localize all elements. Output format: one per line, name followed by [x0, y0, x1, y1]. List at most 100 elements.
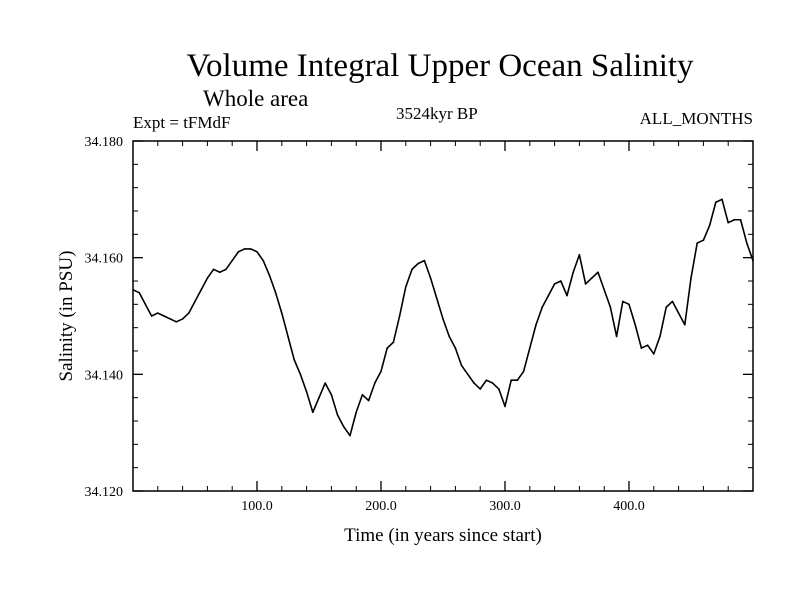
y-tick-label: 34.120: [85, 485, 124, 500]
data-point: [628, 303, 630, 306]
data-point: [436, 297, 438, 300]
data-point: [293, 358, 296, 361]
data-point: [566, 294, 568, 297]
data-point: [361, 393, 364, 396]
data-point: [343, 426, 345, 428]
axis-tick-labels: 100.0 200.0 300.0 400.0 34.120 34.140 34.160 34…: [85, 135, 645, 514]
data-point: [305, 391, 308, 393]
data-point: [479, 388, 482, 390]
data-point: [374, 382, 376, 384]
data-points: [132, 198, 754, 437]
data-point: [237, 251, 240, 253]
data-point: [392, 341, 395, 344]
months-label: ALL_MONTHS: [639, 109, 753, 128]
data-point: [386, 347, 389, 349]
data-point: [188, 312, 190, 314]
data-point: [603, 288, 605, 291]
data-point: [132, 288, 134, 291]
y-tick-label: 34.180: [85, 135, 124, 150]
data-point: [715, 201, 717, 204]
data-point: [690, 277, 692, 279]
data-point: [727, 221, 729, 224]
plot-frame: [132, 140, 754, 492]
data-point: [318, 396, 320, 399]
data-point: [157, 312, 159, 314]
data-point: [684, 323, 686, 326]
experiment-label: Expt = tFMdF: [133, 113, 231, 132]
data-point: [163, 315, 165, 317]
data-point: [175, 321, 178, 323]
salinity-series-line: [132, 198, 754, 437]
period-label: 3524kyr BP: [396, 104, 478, 123]
x-tick-label: 200.0: [365, 499, 397, 514]
data-point: [510, 379, 512, 381]
data-point: [504, 405, 506, 408]
data-point: [405, 286, 407, 288]
data-point: [653, 353, 655, 355]
data-point: [473, 382, 475, 384]
data-point: [423, 259, 426, 262]
x-tick-label: 300.0: [489, 499, 521, 514]
data-point: [398, 315, 401, 317]
data-point: [336, 414, 339, 416]
data-point: [442, 318, 444, 320]
data-point: [634, 323, 636, 326]
data-point: [380, 370, 382, 373]
data-point: [696, 242, 698, 244]
data-point: [212, 268, 215, 271]
data-point: [553, 283, 556, 285]
data-point: [243, 248, 246, 250]
data-point: [448, 335, 451, 338]
data-point: [485, 379, 488, 381]
data-point: [330, 393, 333, 396]
data-point: [200, 288, 202, 291]
data-point: [578, 253, 581, 256]
data-point: [194, 300, 196, 303]
data-point: [181, 318, 184, 320]
data-point: [417, 262, 420, 265]
data-point: [281, 312, 283, 314]
axis-ticks: [133, 140, 753, 492]
data-point: [702, 239, 705, 241]
data-point: [367, 399, 370, 402]
data-point: [529, 347, 531, 349]
data-point: [498, 388, 500, 390]
data-point: [324, 382, 327, 384]
data-point: [355, 411, 358, 414]
y-tick-label: 34.140: [85, 368, 124, 383]
x-tick-label: 100.0: [241, 499, 273, 514]
data-point: [150, 315, 153, 317]
data-point: [312, 411, 314, 414]
data-point: [572, 271, 574, 274]
data-point: [467, 373, 469, 376]
data-point: [231, 259, 233, 262]
data-point: [225, 268, 227, 271]
data-point: [721, 198, 723, 201]
data-point: [597, 271, 599, 274]
data-point: [615, 335, 618, 338]
data-point: [411, 268, 413, 271]
x-tick-label: 400.0: [613, 499, 645, 514]
data-point: [144, 303, 147, 306]
chart-title: Volume Integral Upper Ocean Salinity: [186, 48, 694, 84]
data-point: [622, 300, 624, 303]
data-point: [262, 259, 265, 262]
data-point: [219, 271, 221, 274]
data-point: [250, 248, 252, 250]
data-point: [733, 218, 736, 221]
data-point: [491, 382, 494, 384]
data-point: [454, 347, 457, 349]
data-point: [268, 274, 271, 276]
data-point: [460, 364, 463, 367]
data-point: [659, 335, 661, 338]
data-point: [541, 306, 543, 309]
data-point: [640, 347, 643, 349]
data-point: [429, 277, 432, 279]
data-point: [206, 277, 209, 279]
data-point: [138, 291, 140, 294]
data-point: [584, 283, 587, 285]
data-point: [169, 318, 171, 320]
data-point: [646, 344, 649, 346]
data-point: [287, 335, 289, 338]
